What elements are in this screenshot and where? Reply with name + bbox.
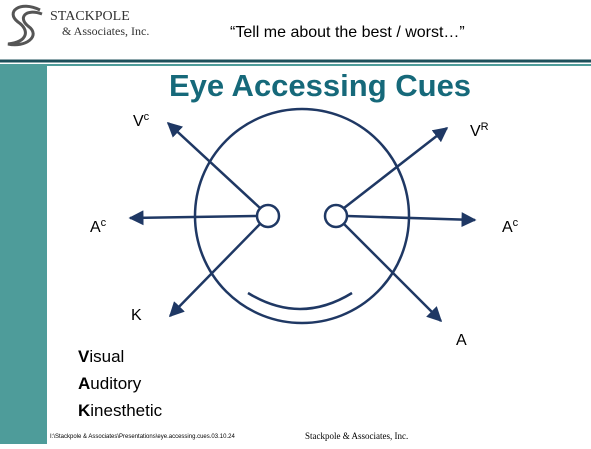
cue-letter: A xyxy=(456,332,467,349)
slide: STACKPOLE & Associates, Inc. “Tell me ab… xyxy=(0,0,591,444)
cue-letter: V xyxy=(470,123,481,140)
cue-letter: K xyxy=(131,307,142,324)
cue-letter: V xyxy=(133,113,144,130)
cue-label: K xyxy=(131,307,142,324)
page: STACKPOLE & Associates, Inc. “Tell me ab… xyxy=(0,0,591,444)
legend-item: Auditory xyxy=(78,374,142,393)
cue-superscript: R xyxy=(481,121,489,133)
legend-rest: isual xyxy=(89,347,124,366)
cue-label: A xyxy=(456,332,467,349)
logo-sub: & Associates, Inc. xyxy=(62,24,149,38)
cue-letter: A xyxy=(502,219,513,236)
legend-initial: V xyxy=(78,347,90,366)
legend-initial: K xyxy=(78,401,91,420)
legend-item: Visual xyxy=(78,347,124,366)
cue-superscript: c xyxy=(513,217,519,229)
legend-initial: A xyxy=(78,374,90,393)
cue-superscript: c xyxy=(101,217,107,229)
legend-rest: uditory xyxy=(90,374,142,393)
legend-item: Kinesthetic xyxy=(78,401,163,420)
legend-rest: inesthetic xyxy=(90,401,162,420)
quote: “Tell me about the best / worst…” xyxy=(230,24,465,41)
footer-path: I:\Stackpole & Associates\Presentations\… xyxy=(50,434,235,440)
footer-company: Stackpole & Associates, Inc. xyxy=(305,431,408,441)
cue-superscript: c xyxy=(144,111,150,123)
cue-letter: A xyxy=(90,219,101,236)
title: Eye Accessing Cues xyxy=(169,68,471,103)
side-bar xyxy=(0,66,47,444)
logo-name: STACKPOLE xyxy=(50,9,130,24)
